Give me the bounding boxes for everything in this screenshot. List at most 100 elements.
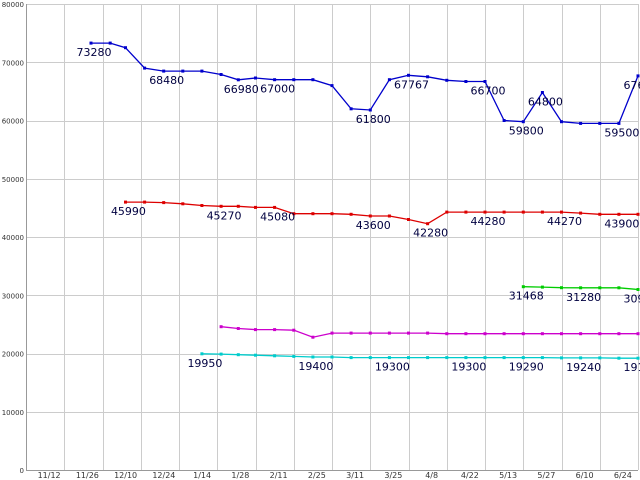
series-4-point (464, 356, 468, 360)
series-line-1 (125, 201, 638, 225)
x-tick-label: 4/8 (425, 471, 438, 480)
series-0-point (124, 46, 127, 50)
y-tick-label: 60000 (2, 118, 24, 126)
series-1-point (124, 200, 127, 204)
series-3-point (598, 332, 602, 336)
series-0-point (502, 119, 506, 122)
series-0-point (219, 73, 223, 76)
series-4-point (540, 356, 544, 360)
series-4-point (560, 356, 563, 360)
series-1-point (236, 204, 240, 208)
series-1-point (349, 212, 353, 216)
series-4-data-label: 19300 (451, 361, 486, 374)
series-1-point (426, 222, 430, 226)
series-2-data-label: 31468 (509, 290, 544, 303)
series-4-point (579, 356, 583, 360)
series-4-data-label: 19290 (509, 361, 544, 374)
series-0-point (598, 121, 602, 125)
series-0-data-label: 67767 (394, 78, 429, 91)
series-1-point (200, 204, 204, 207)
series-0-point (273, 78, 277, 82)
series-3-point (636, 332, 640, 336)
series-1-point (617, 212, 621, 216)
series-3-point (236, 327, 240, 330)
series-1-point (407, 218, 410, 221)
series-2-point (617, 286, 621, 290)
series-4-point (273, 354, 277, 358)
series-4-point (636, 356, 640, 360)
series-0-point (426, 75, 430, 79)
series-3-point (560, 332, 563, 336)
series-4-point (483, 356, 487, 360)
series-4-point (445, 356, 449, 360)
y-tick-label: 0 (20, 467, 24, 475)
series-0-point (89, 41, 93, 45)
y-tick-label: 50000 (2, 176, 24, 184)
series-3-point (540, 332, 544, 336)
series-3-point (617, 332, 621, 336)
series-2-point (598, 286, 602, 290)
x-tick-label: 11/12 (38, 471, 61, 480)
series-1-data-label: 44270 (547, 215, 582, 228)
series-1-point (579, 211, 583, 215)
y-tick-label: 10000 (2, 409, 24, 417)
series-1-point (483, 210, 487, 214)
series-line-4 (201, 353, 638, 359)
series-1-point (292, 212, 296, 216)
x-tick-label: 3/11 (346, 471, 364, 480)
series-2-point (521, 285, 525, 289)
series-3-point (483, 332, 487, 336)
y-tick-label: 80000 (2, 1, 24, 9)
x-tick-label: 2/11 (270, 471, 288, 480)
series-0-point (236, 78, 240, 82)
series-4-data-label: 19300 (375, 361, 410, 374)
series-0-data-label: 59800 (509, 125, 544, 138)
series-1-point (502, 210, 506, 214)
series-0-data-label: 67650 (624, 79, 640, 92)
series-4-data-label: 19950 (187, 357, 222, 370)
series-4-point (368, 356, 372, 360)
x-tick-label: 5/27 (537, 471, 555, 480)
series-4-point (236, 353, 240, 357)
series-1-point (368, 214, 372, 218)
series-3-point (368, 331, 372, 335)
series-0-point (200, 69, 204, 73)
series-4-data-label: 19400 (298, 360, 333, 373)
x-tick-label: 1/14 (193, 471, 211, 480)
series-4-point (349, 356, 353, 360)
series-3-point (349, 331, 353, 335)
series-4-point (292, 354, 296, 358)
series-1-point (464, 210, 468, 214)
series-0-data-label: 68480 (149, 74, 184, 87)
series-1-point (521, 210, 525, 214)
series-3-point (464, 332, 468, 336)
series-3-point (426, 331, 430, 335)
series-1-data-label: 45270 (207, 209, 242, 222)
series-1-point (636, 212, 640, 216)
series-4-point (426, 356, 430, 360)
x-tick-label: 1/28 (231, 471, 249, 480)
series-3-point (387, 331, 391, 335)
series-4-data-label: 19240 (566, 361, 601, 374)
data-labels: 73280 68480 66980 67000 61800 67767 66700 59800… (77, 46, 640, 374)
series-1-point (273, 205, 277, 209)
series-1-point (445, 210, 449, 214)
series-3-point (311, 335, 315, 339)
series-line-3 (221, 326, 638, 338)
series-3-point (219, 325, 223, 329)
series-0-data-label: 66700 (471, 84, 506, 97)
series-4-point (407, 356, 410, 360)
series-4-point (502, 356, 506, 360)
series-3-point (445, 332, 449, 336)
series-0-point (181, 69, 185, 73)
series-0-point (330, 84, 334, 88)
series-4-point (521, 356, 525, 360)
series-0-point (143, 66, 147, 70)
series-1-point (181, 202, 185, 206)
series-0-data-label: 73280 (77, 46, 112, 59)
series-3-point (502, 332, 506, 336)
series-4-point (219, 352, 223, 356)
series-3-point (579, 332, 583, 336)
series-0-data-label: 61800 (356, 113, 391, 126)
